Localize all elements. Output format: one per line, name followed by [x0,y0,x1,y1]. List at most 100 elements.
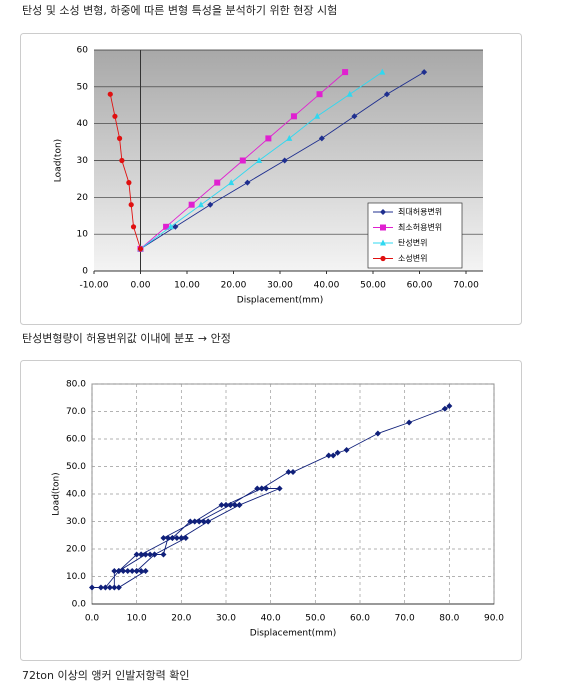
marker [342,69,349,76]
marker [142,551,149,558]
y-tick-label: 0 [82,267,88,277]
marker [325,452,332,459]
marker [265,135,272,142]
marker [163,223,170,230]
marker [178,535,185,541]
marker [330,452,337,459]
legend-label: 최소허용변위 [398,222,442,232]
caption: 72ton 이상의 앵커 인발저항력 확인 [22,669,189,682]
y-tick-label: 30 [77,156,89,166]
marker [173,535,180,541]
x-tick-label: 70.0 [395,614,415,624]
y-tick-label: 0.0 [72,600,87,610]
marker [380,239,386,246]
marker [128,202,134,208]
marker [111,568,118,574]
marker [254,485,261,492]
marker [406,419,413,426]
x-tick-label: 30.0 [216,614,236,624]
x-axis-label: Displacement(mm) [250,629,336,639]
y-tick-label: 30.0 [66,517,86,527]
x-tick-label: -10.00 [79,281,108,291]
marker [164,535,171,541]
marker [137,246,144,252]
marker [169,535,176,541]
x-tick-label: 90.0 [484,614,504,624]
marker [290,113,297,120]
marker [374,430,381,437]
marker [172,223,179,230]
marker [218,502,225,508]
y-tick-label: 70.0 [66,407,86,417]
y-tick-label: 80.0 [66,380,86,390]
y-axis-label: Load(ton) [54,139,64,182]
marker [102,584,109,591]
marker [133,568,140,574]
x-tick-label: 0.00 [130,281,150,291]
marker [138,568,145,574]
marker [138,551,145,558]
y-tick-label: 50.0 [66,462,86,472]
marker [286,134,293,141]
x-tick-label: 80.0 [439,614,459,624]
marker [188,201,195,208]
legend-label: 소성변위 [398,253,427,263]
marker [147,551,154,558]
marker [160,535,167,541]
marker [223,502,229,508]
marker [379,68,386,75]
marker [124,568,131,574]
marker [383,91,390,98]
marker [115,568,122,574]
x-axis-label: Displacement(mm) [237,296,323,306]
marker [281,157,288,164]
heading: 탄성 및 소성 변형, 하중에 따른 변형 특성을 분석하기 위한 현장 시험 [22,3,337,17]
y-tick-label: 20.0 [66,545,86,555]
y-tick-label: 60 [77,46,89,56]
x-tick-label: 30.00 [267,281,293,291]
marker [115,584,122,591]
marker [290,469,296,475]
marker [343,447,350,453]
x-tick-label: 50.00 [360,281,386,291]
marker [239,157,246,164]
marker [318,135,325,142]
marker [160,551,167,558]
marker [182,535,189,541]
marker [227,502,234,508]
marker [142,568,149,574]
marker [334,449,341,456]
marker [236,502,243,508]
legend-label: 탄성변위 [398,238,427,248]
marker [316,91,323,98]
marker [200,518,207,525]
marker [111,584,118,591]
marker [120,568,127,574]
marker [346,90,353,97]
marker [380,209,386,215]
marker [214,179,221,186]
x-tick-label: 60.00 [407,281,433,291]
marker [421,69,428,76]
marker [130,224,137,230]
x-tick-label: 0.0 [85,614,100,624]
marker [196,518,203,525]
marker [441,405,448,412]
marker [112,113,118,119]
marker [380,255,386,262]
marker [107,91,113,97]
x-tick-label: 10.00 [174,281,200,291]
y-tick-label: 10.0 [66,572,86,582]
x-tick-label: 40.0 [261,614,281,624]
y-tick-label: 60.0 [66,435,86,445]
x-tick-label: 50.0 [305,614,325,624]
legend-label: 최대허용변위 [398,207,442,217]
marker [191,518,198,525]
x-tick-label: 40.00 [314,281,340,291]
marker [97,584,104,591]
marker [133,551,140,558]
marker [256,157,263,163]
x-tick-label: 70.00 [453,281,479,291]
